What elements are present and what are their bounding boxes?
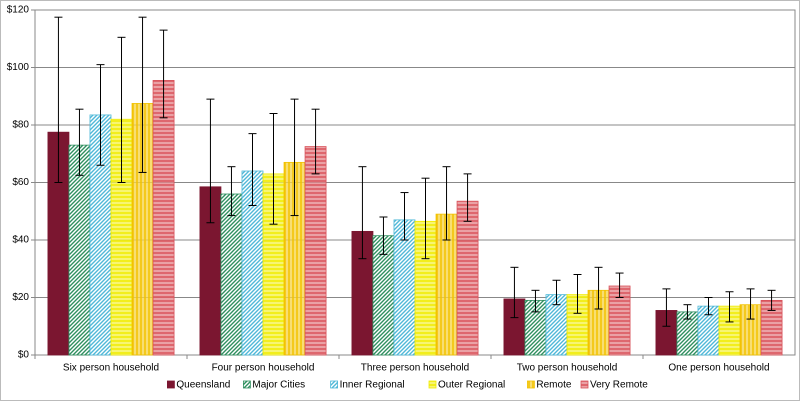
legend-label: Outer Regional	[438, 380, 505, 391]
error-bar	[421, 177, 430, 260]
error-bar	[290, 98, 299, 217]
error-bar	[442, 166, 451, 241]
legend-swatch	[428, 380, 437, 389]
error-bar	[358, 166, 367, 260]
y-tick-label: $60	[12, 177, 29, 188]
error-bar	[767, 289, 776, 311]
error-bar	[662, 288, 671, 327]
legend-label: Major Cities	[252, 380, 305, 391]
error-bar	[206, 98, 215, 224]
error-bar	[615, 272, 624, 298]
error-bar	[159, 29, 168, 119]
x-tick-label: One person household	[668, 363, 769, 374]
legend-label: Very Remote	[590, 380, 648, 391]
bar	[152, 80, 175, 356]
y-tick-label: $100	[7, 62, 30, 73]
legend-swatch	[242, 380, 251, 389]
legend-swatch	[527, 380, 535, 389]
legend-label: Queensland	[176, 380, 230, 391]
error-bar	[227, 166, 236, 217]
error-bar	[531, 289, 540, 313]
y-tick-label: $80	[12, 120, 29, 131]
y-tick-label: $120	[7, 5, 30, 16]
error-bar	[704, 297, 713, 316]
legend-swatch	[166, 380, 175, 389]
legend-label: Remote	[536, 380, 571, 391]
x-tick-label: Three person household	[361, 363, 469, 374]
error-bar	[683, 304, 692, 320]
bar	[68, 144, 91, 356]
legend-label: Inner Regional	[340, 380, 405, 391]
bar	[220, 193, 243, 356]
error-bar	[573, 274, 582, 314]
error-bar	[594, 266, 603, 310]
error-bar	[463, 173, 472, 222]
legend-swatch	[330, 380, 339, 389]
error-bar	[96, 64, 105, 166]
bar	[456, 200, 479, 356]
error-bar	[311, 108, 320, 175]
error-bar	[248, 133, 257, 206]
error-bar	[117, 36, 126, 183]
error-bar	[400, 192, 409, 241]
y-tick-label: $20	[12, 292, 29, 303]
error-bar	[269, 113, 278, 225]
error-bar	[75, 108, 84, 176]
error-bar	[552, 279, 561, 306]
y-tick-label: $40	[12, 235, 29, 246]
error-bar	[54, 16, 63, 183]
x-tick-label: Four person household	[212, 363, 315, 374]
x-tick-label: Six person household	[63, 363, 159, 374]
y-tick-label: $0	[18, 350, 30, 361]
error-bar	[725, 291, 734, 323]
error-bar	[746, 288, 755, 320]
error-bar	[510, 266, 519, 319]
error-bar	[138, 16, 147, 173]
bar	[304, 146, 327, 356]
legend-swatch	[580, 380, 589, 389]
error-bar	[379, 216, 388, 255]
x-tick-label: Two person household	[517, 363, 618, 374]
